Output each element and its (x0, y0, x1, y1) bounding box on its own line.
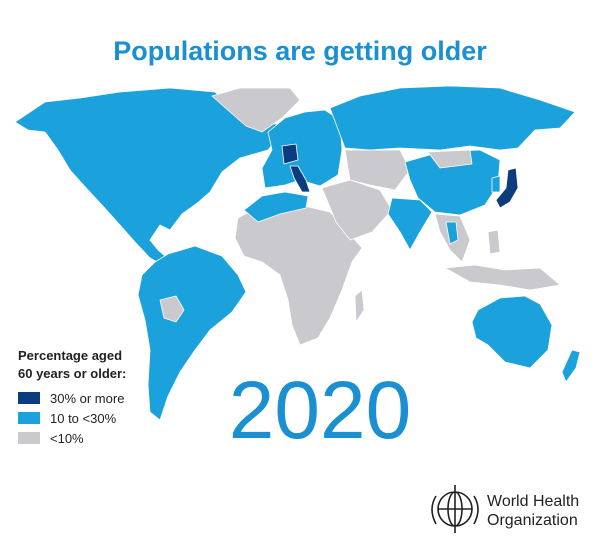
thailand (445, 221, 459, 245)
philippines (487, 229, 501, 255)
indonesia (444, 264, 561, 291)
africa (234, 204, 363, 346)
madagascar (354, 289, 365, 323)
legend-title: Percentage aged (18, 348, 122, 363)
north-africa (243, 191, 309, 223)
title: Populations are getting older (113, 36, 487, 66)
greenland (211, 87, 301, 133)
south-america (137, 245, 247, 421)
japan (495, 167, 519, 209)
legend-swatch (18, 432, 40, 444)
mongolia (427, 149, 473, 169)
logo-text: World Health (487, 493, 579, 510)
bolivia (159, 295, 185, 323)
italy (289, 165, 311, 193)
new-zealand (561, 349, 581, 383)
world-map (14, 85, 581, 421)
legend-swatch (18, 412, 40, 424)
india (387, 197, 433, 251)
north-america (14, 87, 286, 269)
germany (281, 143, 299, 165)
legend-label: <10% (50, 431, 84, 446)
legend-title: 60 years or older: (18, 366, 126, 381)
russia (329, 85, 576, 151)
korea (491, 175, 501, 193)
australia (471, 295, 553, 369)
who-logo: World Health Organization (431, 485, 579, 533)
legend-swatch (18, 392, 40, 404)
logo-text: Organization (487, 512, 578, 529)
year: 2020 (229, 365, 411, 456)
middle-east (321, 179, 393, 241)
legend-label: 30% or more (50, 391, 124, 406)
legend-label: 10 to <30% (50, 411, 117, 426)
legend: Percentage aged 60 years or older: 30% o… (18, 348, 126, 446)
